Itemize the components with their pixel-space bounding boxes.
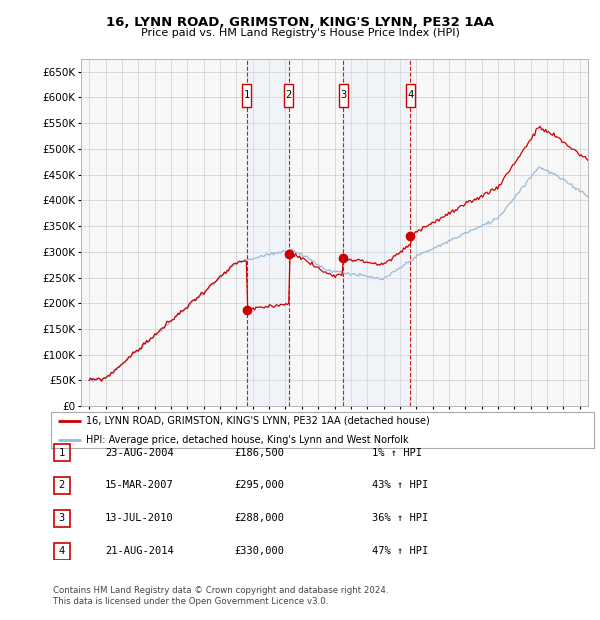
- Text: 1: 1: [59, 448, 65, 458]
- Text: This data is licensed under the Open Government Licence v3.0.: This data is licensed under the Open Gov…: [53, 597, 328, 606]
- Text: £295,000: £295,000: [234, 480, 284, 490]
- Bar: [242, 84, 251, 107]
- Bar: [339, 84, 348, 107]
- Bar: [343, 59, 410, 406]
- Text: 16, LYNN ROAD, GRIMSTON, KING'S LYNN, PE32 1AA (detached house): 16, LYNN ROAD, GRIMSTON, KING'S LYNN, PE…: [86, 415, 430, 426]
- Text: 21-AUG-2014: 21-AUG-2014: [105, 546, 174, 556]
- Text: 23-AUG-2004: 23-AUG-2004: [105, 448, 174, 458]
- Text: 1% ↑ HPI: 1% ↑ HPI: [372, 448, 422, 458]
- Text: 3: 3: [340, 91, 346, 100]
- Text: Price paid vs. HM Land Registry's House Price Index (HPI): Price paid vs. HM Land Registry's House …: [140, 28, 460, 38]
- Text: 15-MAR-2007: 15-MAR-2007: [105, 480, 174, 490]
- Text: 16, LYNN ROAD, GRIMSTON, KING'S LYNN, PE32 1AA: 16, LYNN ROAD, GRIMSTON, KING'S LYNN, PE…: [106, 16, 494, 29]
- Text: 3: 3: [59, 513, 65, 523]
- Text: £288,000: £288,000: [234, 513, 284, 523]
- Text: 43% ↑ HPI: 43% ↑ HPI: [372, 480, 428, 490]
- Bar: [247, 59, 289, 406]
- Text: £186,500: £186,500: [234, 448, 284, 458]
- Bar: [284, 84, 293, 107]
- Text: 36% ↑ HPI: 36% ↑ HPI: [372, 513, 428, 523]
- Text: 2: 2: [286, 91, 292, 100]
- Text: 13-JUL-2010: 13-JUL-2010: [105, 513, 174, 523]
- Text: HPI: Average price, detached house, King's Lynn and West Norfolk: HPI: Average price, detached house, King…: [86, 435, 409, 445]
- Text: 1: 1: [244, 91, 250, 100]
- Text: 4: 4: [407, 91, 413, 100]
- Text: 47% ↑ HPI: 47% ↑ HPI: [372, 546, 428, 556]
- Text: £330,000: £330,000: [234, 546, 284, 556]
- Text: 4: 4: [59, 546, 65, 556]
- Bar: [406, 84, 415, 107]
- Text: 2: 2: [59, 480, 65, 490]
- Text: Contains HM Land Registry data © Crown copyright and database right 2024.: Contains HM Land Registry data © Crown c…: [53, 586, 388, 595]
